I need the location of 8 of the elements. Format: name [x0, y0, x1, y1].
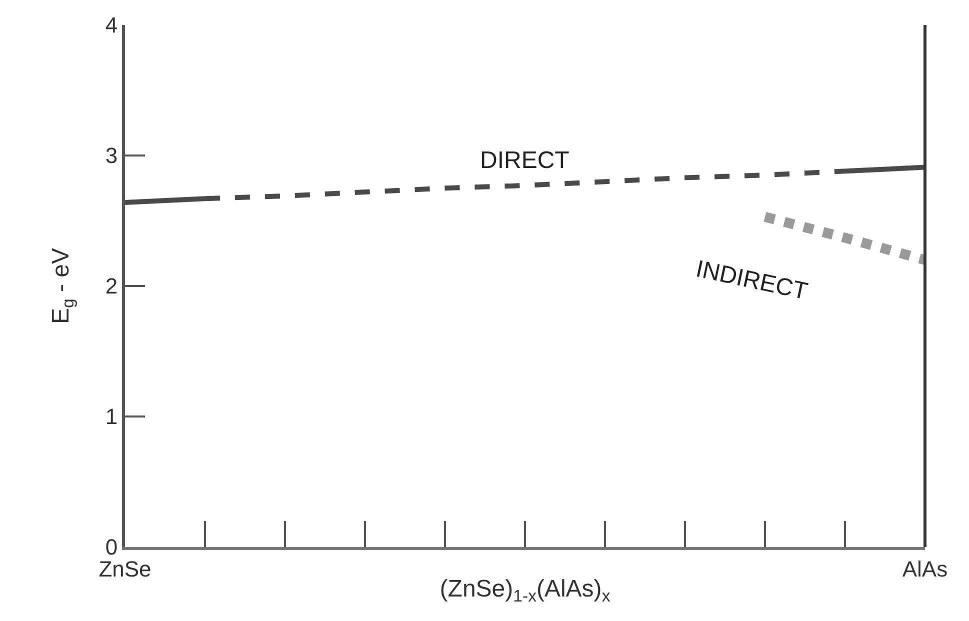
- annotation: DIRECT: [480, 147, 570, 174]
- y-tick-label: 2: [105, 274, 118, 299]
- x-axis-title: (ZnSe)$_{1-x}$(AlAs)$_{x}$: [440, 576, 611, 606]
- y-tick-label: 1: [105, 404, 118, 430]
- annotation: INDIRECT: [694, 255, 810, 306]
- y-tick-label: 3: [105, 143, 118, 168]
- x-tick-label: AlAs: [902, 556, 948, 582]
- y-tick-label: 4: [105, 12, 118, 38]
